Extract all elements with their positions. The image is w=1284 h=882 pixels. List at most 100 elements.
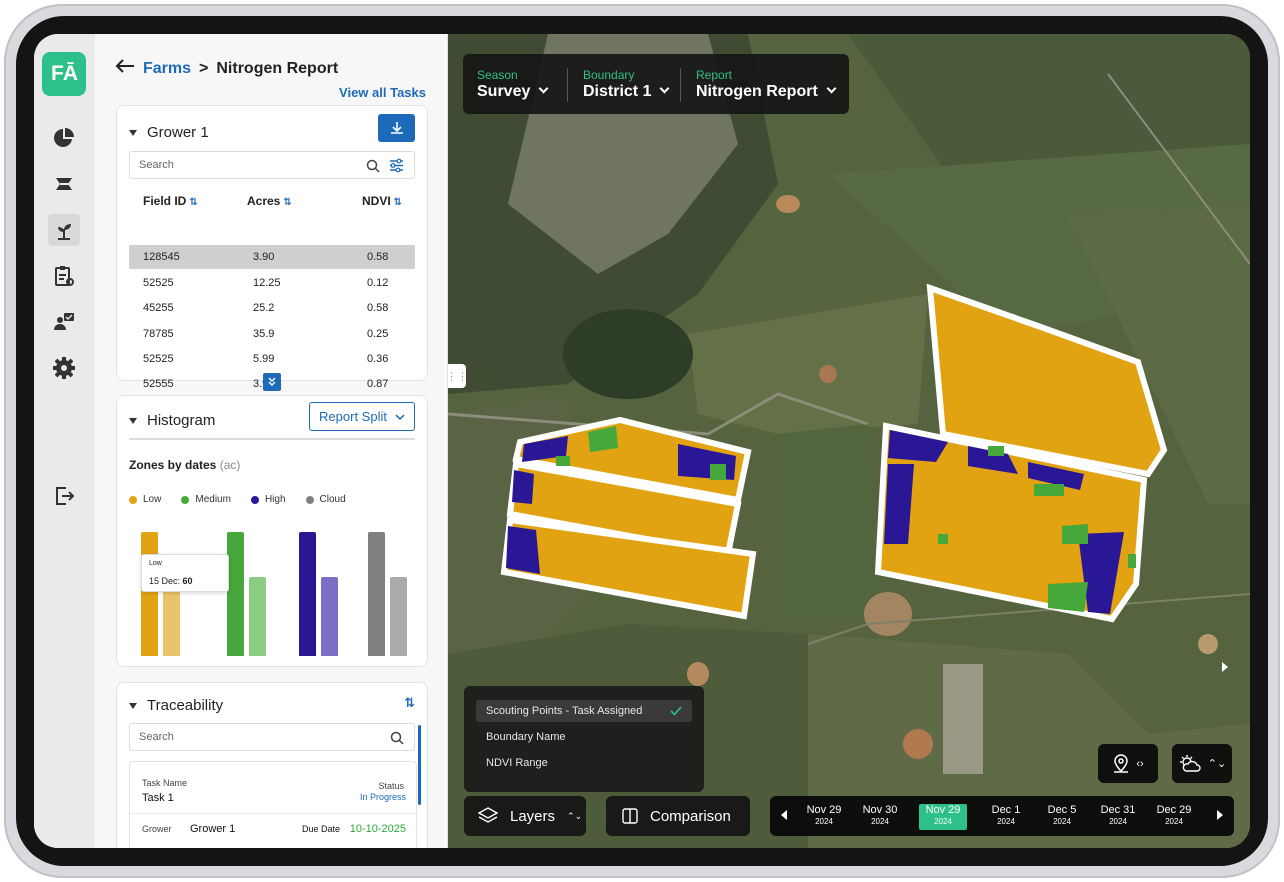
sort-icon[interactable]: ⇅	[404, 695, 415, 710]
due-date-label: Due Date	[302, 824, 341, 834]
report-selector[interactable]: Report Nitrogen Report	[696, 68, 837, 101]
bar-cloud-2[interactable]	[390, 576, 407, 656]
collapse-triangle-icon[interactable]	[129, 129, 137, 136]
grower-search-input[interactable]: Search	[129, 151, 415, 179]
panel-drag-handle[interactable]: ⋮⋮	[448, 364, 468, 388]
map-arrow-icon[interactable]	[1222, 662, 1228, 672]
scrollbar[interactable]	[418, 725, 421, 805]
up-down-icon: ⌃⌄	[1207, 758, 1227, 770]
grower-card-header[interactable]: Grower 1	[129, 124, 209, 141]
season-value-wrap: Survey	[477, 83, 549, 101]
collapse-triangle-icon[interactable]	[129, 702, 137, 709]
table-row[interactable]: 78785 35.9 0.25	[129, 322, 415, 346]
table-row[interactable]: 52525 12.25 0.12	[129, 271, 415, 295]
search-icon[interactable]	[366, 159, 380, 173]
col-field-id[interactable]: Field ID ⇅	[143, 194, 198, 208]
task-card[interactable]: Task Name Task 1 Status In Progress Grow…	[129, 761, 417, 848]
season-value: Survey	[477, 83, 531, 100]
back-arrow-icon[interactable]	[115, 58, 135, 79]
logout-icon[interactable]	[48, 480, 80, 512]
view-all-tasks-link[interactable]: View all Tasks	[339, 85, 426, 100]
download-button[interactable]	[378, 114, 415, 142]
zones-title-text: Zones by dates	[129, 458, 217, 472]
col-ndvi[interactable]: NDVI ⇅	[362, 194, 403, 208]
team-icon[interactable]	[48, 306, 80, 338]
chevron-down-icon	[660, 83, 670, 94]
search-icon[interactable]	[390, 731, 404, 745]
divider	[130, 813, 416, 814]
bar-low-1[interactable]	[141, 532, 158, 656]
table-row[interactable]: 52525 5.99 0.36	[129, 347, 415, 371]
layer-option-scouting[interactable]: Scouting Points - Task Assigned	[476, 700, 692, 722]
bar-high-2[interactable]	[321, 576, 338, 656]
tooltip-date: 15 Dec:	[149, 576, 181, 586]
timeline-date[interactable]: Dec 29 2024	[1156, 804, 1192, 826]
cell-acres: 25.2	[253, 302, 275, 314]
layers-rail-icon[interactable]	[48, 168, 80, 200]
traceability-search-input[interactable]: Search	[129, 723, 415, 751]
legend-item-high[interactable]: High	[250, 494, 286, 505]
chevron-down-icon	[395, 413, 405, 420]
bar-cloud-1[interactable]	[368, 532, 385, 656]
legend-item-low[interactable]: Low	[129, 494, 161, 505]
comparison-button[interactable]: Comparison	[606, 796, 750, 836]
timeline-date[interactable]: Nov 30 2024	[862, 804, 898, 826]
gear-icon[interactable]	[48, 352, 80, 384]
grower-title: Grower 1	[147, 124, 209, 141]
table-row[interactable]: 128545 3.90 0.58	[129, 245, 415, 269]
traceability-header[interactable]: Traceability	[129, 697, 223, 714]
check-icon	[670, 706, 682, 716]
bar-medium-2[interactable]	[249, 576, 266, 656]
location-icon	[1114, 753, 1129, 773]
filter-icon[interactable]	[389, 158, 404, 173]
histogram-card: Histogram Report Split Zones by dates (a…	[116, 395, 428, 667]
map-view[interactable]: ⋮⋮ Season Survey Boundary District 1 Rep…	[448, 34, 1250, 848]
layers-button[interactable]: Layers ⌃⌄	[464, 796, 586, 836]
layer-option-ndvi[interactable]: NDVI Range	[476, 752, 692, 774]
histogram-header[interactable]: Histogram	[129, 412, 215, 429]
legend-item-cloud[interactable]: Cloud	[305, 494, 346, 505]
cell-acres: 5.99	[253, 353, 275, 365]
layer-option-boundary[interactable]: Boundary Name	[476, 726, 692, 748]
timeline-date[interactable]: Dec 5 2024	[1047, 804, 1077, 826]
sort-icon: ⇅	[393, 197, 403, 208]
timeline-date-selected[interactable]: Nov 29 2024	[919, 804, 967, 830]
report-split-label: Report Split	[319, 409, 387, 424]
report-split-dropdown[interactable]: Report Split	[309, 402, 415, 431]
bar-medium-1[interactable]	[227, 532, 244, 656]
plant-icon[interactable]	[48, 214, 80, 246]
traceability-card: Traceability ⇅ Search Task Name Task 1 S…	[116, 682, 428, 848]
timeline-date[interactable]: Dec 31 2024	[1100, 804, 1136, 826]
timeline-date[interactable]: Dec 1 2024	[991, 804, 1021, 826]
layer-option-label: NDVI Range	[486, 757, 548, 769]
comparison-icon	[622, 808, 638, 824]
legend-item-medium[interactable]: Medium	[181, 494, 231, 505]
breadcrumb: Farms > Nitrogen Report	[115, 58, 338, 79]
legend-dot	[181, 495, 190, 504]
cell-field-id: 45255	[143, 302, 174, 314]
bar-low-2[interactable]	[163, 581, 180, 656]
location-button[interactable]: ‹›	[1098, 744, 1158, 783]
season-selector[interactable]: Season Survey	[477, 68, 549, 101]
cell-ndvi: 0.58	[367, 251, 389, 263]
breadcrumb-farms-link[interactable]: Farms	[143, 59, 192, 77]
timeline-prev-icon[interactable]	[781, 810, 787, 820]
expand-rows-button[interactable]	[263, 373, 281, 391]
layer-option-label: Boundary Name	[486, 731, 566, 743]
divider	[129, 438, 415, 440]
timeline-date[interactable]: Nov 29 2024	[806, 804, 842, 826]
map-filter-bar: Season Survey Boundary District 1 Report…	[463, 54, 849, 114]
season-label: Season	[477, 68, 518, 82]
timeline-next-icon[interactable]	[1217, 810, 1223, 820]
cell-acres: 3.90	[253, 251, 275, 263]
nav-rail: FĀ	[34, 34, 95, 848]
table-row[interactable]: 45255 25.2 0.58	[129, 296, 415, 320]
bar-high-1[interactable]	[299, 532, 316, 656]
boundary-selector[interactable]: Boundary District 1	[583, 68, 670, 101]
report-icon[interactable]	[48, 260, 80, 292]
col-acres[interactable]: Acres ⇅	[247, 194, 292, 208]
dashboard-icon[interactable]	[48, 122, 80, 154]
app-logo[interactable]: FĀ	[42, 52, 86, 96]
weather-button[interactable]: ⌃⌄	[1172, 744, 1232, 783]
collapse-triangle-icon[interactable]	[129, 417, 137, 424]
